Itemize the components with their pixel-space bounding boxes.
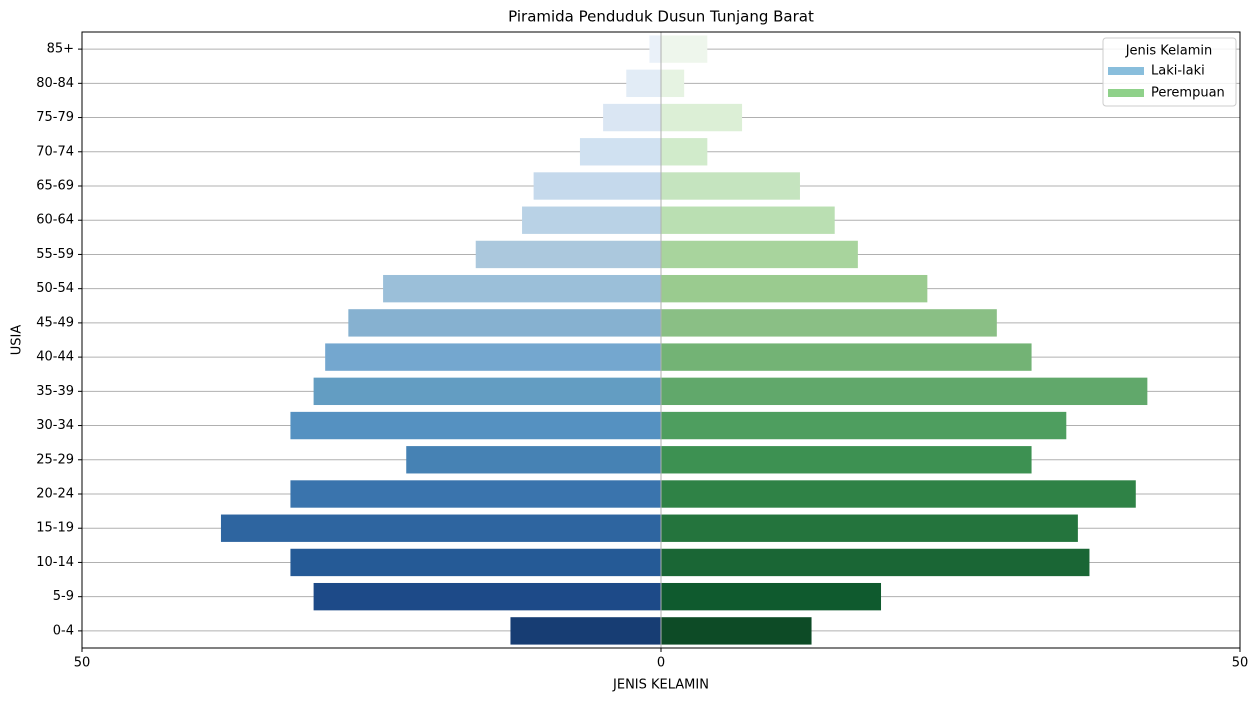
chart-title: Piramida Penduduk Dusun Tunjang Barat <box>508 8 814 26</box>
legend-swatch <box>1108 89 1144 97</box>
bar <box>661 582 882 611</box>
bar <box>661 617 812 645</box>
y-tick-label: 10-14 <box>36 555 74 570</box>
bar <box>522 206 661 234</box>
bar <box>220 514 661 542</box>
bar <box>533 172 661 200</box>
y-tick-label: 85+ <box>47 42 74 57</box>
y-tick-label: 0-4 <box>53 623 74 638</box>
bar <box>661 138 708 166</box>
bar <box>661 446 1032 474</box>
bar <box>290 411 661 440</box>
bar <box>661 343 1032 371</box>
bar <box>661 411 1067 440</box>
bar <box>661 309 997 337</box>
bar <box>475 240 661 269</box>
bar <box>313 377 661 406</box>
bar <box>661 274 928 303</box>
bar <box>649 35 661 63</box>
bar <box>661 69 685 98</box>
bar <box>603 103 661 132</box>
x-tick-label: 0 <box>657 656 665 671</box>
y-tick-label: 60-64 <box>36 213 74 228</box>
y-tick-label: 35-39 <box>36 384 74 399</box>
y-tick-label: 70-74 <box>36 144 74 159</box>
y-tick-label: 15-19 <box>36 521 74 536</box>
bar <box>406 446 661 474</box>
y-tick-label: 45-49 <box>36 315 74 330</box>
bar <box>510 617 661 645</box>
y-tick-label: 55-59 <box>36 247 74 262</box>
bar <box>313 582 661 611</box>
y-tick-label: 25-29 <box>36 452 74 467</box>
bar <box>626 69 661 98</box>
bar <box>348 309 661 337</box>
bar <box>290 548 661 577</box>
bar <box>661 206 835 234</box>
legend-swatch <box>1108 67 1144 75</box>
y-tick-label: 80-84 <box>36 76 74 91</box>
plot-frame <box>81 31 1241 649</box>
bar <box>661 103 743 132</box>
y-tick-label: 20-24 <box>36 487 74 502</box>
y-tick-label: 75-79 <box>36 110 74 125</box>
y-tick-label: 65-69 <box>36 179 74 194</box>
bar <box>383 274 661 303</box>
x-tick-label: 50 <box>74 656 91 671</box>
legend-label: Laki-laki <box>1151 64 1205 79</box>
bar <box>661 548 1090 577</box>
y-tick-label: 30-34 <box>36 418 74 433</box>
y-axis-label: USIA <box>10 325 25 356</box>
legend-title: Jenis Kelamin <box>1125 44 1213 59</box>
bar <box>579 138 661 166</box>
legend-label: Perempuan <box>1151 86 1225 101</box>
y-tick-label: 40-44 <box>36 350 74 365</box>
bar <box>661 240 858 269</box>
bar <box>661 377 1148 406</box>
bar <box>661 35 708 63</box>
bar <box>290 480 661 508</box>
bar <box>325 343 661 371</box>
y-tick-label: 50-54 <box>36 281 74 296</box>
bar <box>661 172 800 200</box>
y-tick-label: 5-9 <box>53 589 74 604</box>
bar <box>661 480 1136 508</box>
x-axis-label: JENIS KELAMIN <box>612 678 709 693</box>
x-tick-label: 50 <box>1232 656 1249 671</box>
bar <box>661 514 1078 542</box>
